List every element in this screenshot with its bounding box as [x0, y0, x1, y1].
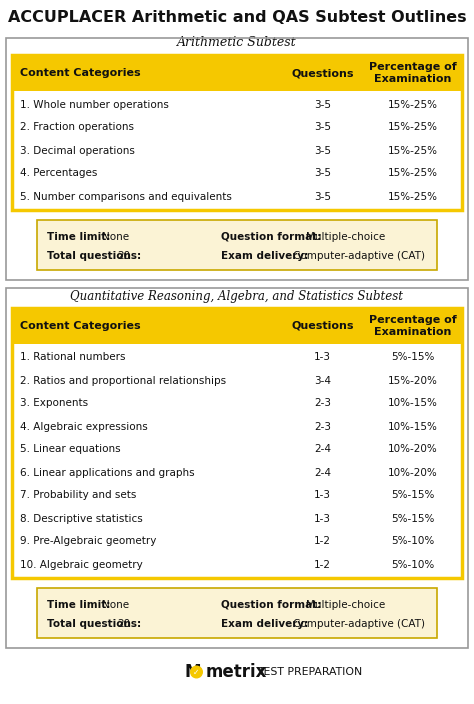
Text: Arithmetic Subtest: Arithmetic Subtest — [177, 36, 297, 49]
Text: M: M — [185, 663, 201, 681]
Text: Exam delivery:: Exam delivery: — [221, 251, 308, 261]
Text: 20: 20 — [117, 619, 130, 629]
Text: ACCUPLACER Arithmetic and QAS Subtest Outlines: ACCUPLACER Arithmetic and QAS Subtest Ou… — [8, 10, 466, 25]
Bar — [12, 344, 462, 578]
Text: 20: 20 — [117, 251, 130, 261]
Text: 9. Pre-Algebraic geometry: 9. Pre-Algebraic geometry — [20, 536, 156, 546]
Text: 6. Linear applications and graphs: 6. Linear applications and graphs — [20, 467, 195, 477]
Bar — [6, 288, 468, 648]
Bar — [12, 55, 462, 210]
Text: 3-5: 3-5 — [314, 99, 331, 110]
Bar — [6, 38, 468, 280]
Text: 8. Descriptive statistics: 8. Descriptive statistics — [20, 513, 143, 524]
Text: Time limit:: Time limit: — [47, 232, 110, 241]
Text: 1-2: 1-2 — [314, 560, 331, 570]
Text: 10. Algebraic geometry: 10. Algebraic geometry — [20, 560, 143, 570]
Text: 3-5: 3-5 — [314, 146, 331, 156]
Text: 5. Number comparisons and equivalents: 5. Number comparisons and equivalents — [20, 191, 232, 201]
Text: Total questions:: Total questions: — [47, 251, 141, 261]
Bar — [12, 308, 462, 344]
Text: 10%-15%: 10%-15% — [388, 398, 438, 408]
Bar — [12, 55, 462, 91]
Bar — [12, 91, 462, 210]
Text: 10%-15%: 10%-15% — [388, 422, 438, 432]
Text: 10%-20%: 10%-20% — [388, 444, 438, 455]
Text: Questions: Questions — [291, 321, 354, 331]
Text: 3-5: 3-5 — [314, 191, 331, 201]
Text: Computer-adaptive (CAT): Computer-adaptive (CAT) — [293, 619, 425, 629]
Text: 15%-25%: 15%-25% — [388, 99, 438, 110]
Text: 15%-25%: 15%-25% — [388, 122, 438, 132]
Bar — [12, 308, 462, 578]
Text: 3-5: 3-5 — [314, 168, 331, 179]
Text: Computer-adaptive (CAT): Computer-adaptive (CAT) — [293, 251, 425, 261]
Text: Content Categories: Content Categories — [20, 321, 141, 331]
Text: metrix: metrix — [206, 663, 267, 681]
Text: 1. Rational numbers: 1. Rational numbers — [20, 353, 126, 363]
Text: 1-3: 1-3 — [314, 353, 331, 363]
Text: 4. Percentages: 4. Percentages — [20, 168, 97, 179]
Text: TEST PREPARATION: TEST PREPARATION — [257, 667, 362, 677]
Text: 15%-20%: 15%-20% — [388, 375, 438, 386]
Text: 1. Whole number operations: 1. Whole number operations — [20, 99, 169, 110]
Text: 5%-10%: 5%-10% — [391, 560, 434, 570]
Text: Question format:: Question format: — [221, 232, 321, 241]
Text: 5%-15%: 5%-15% — [391, 353, 434, 363]
Text: 15%-25%: 15%-25% — [388, 191, 438, 201]
Text: 3-4: 3-4 — [314, 375, 331, 386]
Text: 15%-25%: 15%-25% — [388, 146, 438, 156]
Text: 5. Linear equations: 5. Linear equations — [20, 444, 120, 455]
Text: ✓: ✓ — [193, 667, 200, 677]
Text: Quantitative Reasoning, Algebra, and Statistics Subtest: Quantitative Reasoning, Algebra, and Sta… — [71, 290, 403, 303]
Text: 5%-15%: 5%-15% — [391, 491, 434, 501]
Text: Percentage of
Examination: Percentage of Examination — [369, 315, 456, 337]
Text: 3. Decimal operations: 3. Decimal operations — [20, 146, 135, 156]
Text: 3-5: 3-5 — [314, 122, 331, 132]
Bar — [37, 220, 437, 270]
Text: 2-3: 2-3 — [314, 422, 331, 432]
Text: 7. Probability and sets: 7. Probability and sets — [20, 491, 137, 501]
Text: 1-3: 1-3 — [314, 491, 331, 501]
Text: Multiple-choice: Multiple-choice — [306, 232, 385, 241]
Text: Content Categories: Content Categories — [20, 68, 141, 78]
Text: 2. Ratios and proportional relationships: 2. Ratios and proportional relationships — [20, 375, 226, 386]
Text: 1-2: 1-2 — [314, 536, 331, 546]
Text: Multiple-choice: Multiple-choice — [306, 600, 385, 610]
Text: Question format:: Question format: — [221, 600, 321, 610]
Text: 3. Exponents: 3. Exponents — [20, 398, 88, 408]
Text: Total questions:: Total questions: — [47, 619, 141, 629]
Text: 2-3: 2-3 — [314, 398, 331, 408]
Text: Time limit:: Time limit: — [47, 600, 110, 610]
Text: None: None — [102, 232, 129, 241]
Text: Exam delivery:: Exam delivery: — [221, 619, 308, 629]
Text: 2-4: 2-4 — [314, 444, 331, 455]
Circle shape — [191, 666, 202, 678]
Text: None: None — [102, 600, 129, 610]
Text: 5%-15%: 5%-15% — [391, 513, 434, 524]
Text: Percentage of
Examination: Percentage of Examination — [369, 62, 456, 84]
Text: 10%-20%: 10%-20% — [388, 467, 438, 477]
Text: 2. Fraction operations: 2. Fraction operations — [20, 122, 134, 132]
Text: 5%-10%: 5%-10% — [391, 536, 434, 546]
Text: 1-3: 1-3 — [314, 513, 331, 524]
Text: Questions: Questions — [291, 68, 354, 78]
Text: 15%-25%: 15%-25% — [388, 168, 438, 179]
Bar — [37, 588, 437, 638]
Text: 2-4: 2-4 — [314, 467, 331, 477]
Text: 4. Algebraic expressions: 4. Algebraic expressions — [20, 422, 148, 432]
